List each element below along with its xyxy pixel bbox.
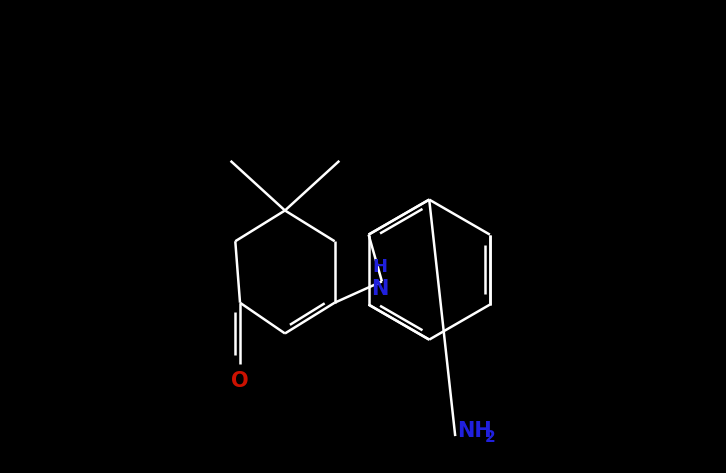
Text: H: H <box>372 258 387 276</box>
Text: O: O <box>231 371 249 391</box>
Text: 2: 2 <box>484 429 495 445</box>
Text: N: N <box>371 279 388 298</box>
Text: NH: NH <box>457 421 492 441</box>
